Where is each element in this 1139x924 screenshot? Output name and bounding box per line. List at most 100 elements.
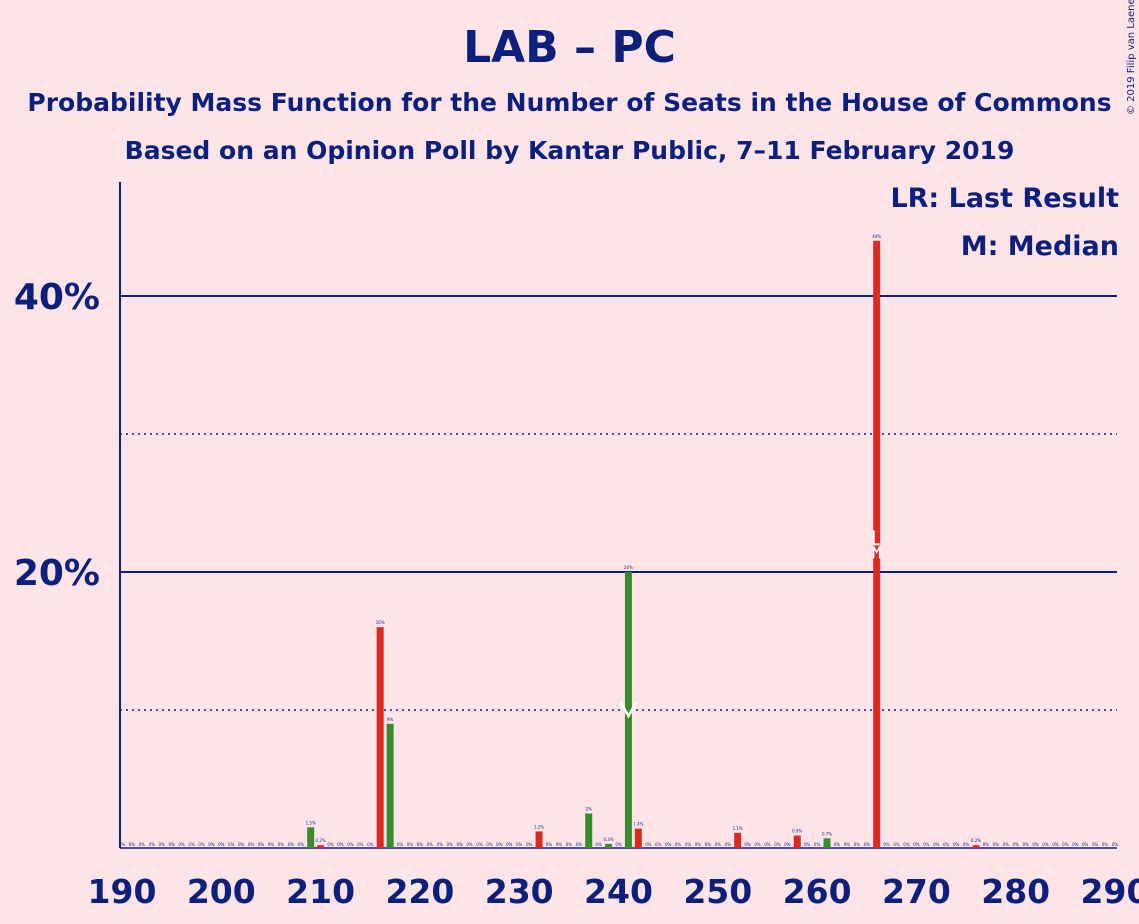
zero-label: 0%: [595, 842, 602, 847]
zero-label: 0%: [357, 842, 364, 847]
value-label: 1.5%: [306, 820, 316, 825]
zero-label: 0%: [754, 842, 761, 847]
zero-label: 0%: [943, 842, 950, 847]
zero-label: 0%: [139, 842, 146, 847]
zero-label: 0%: [655, 842, 662, 847]
bar-lab-216: [376, 627, 384, 848]
zero-label: 0%: [1062, 842, 1069, 847]
zero-label: 0%: [268, 842, 275, 847]
median-marker: [872, 546, 881, 559]
zero-label: 0%: [228, 842, 235, 847]
chart-subtitle-1: Probability Mass Function for the Number…: [27, 88, 1112, 117]
zero-label: 0%: [1042, 842, 1049, 847]
zero-label: 0%: [963, 842, 970, 847]
x-tick-label: 290: [1081, 872, 1139, 911]
zero-label: 0%: [218, 842, 225, 847]
bar-pc-209: [307, 827, 315, 848]
zero-label: 0%: [715, 842, 722, 847]
zero-label: 0%: [675, 842, 682, 847]
zero-label: 0%: [804, 842, 811, 847]
x-tick-label: 230: [485, 872, 554, 911]
bar-pc-241: [624, 572, 632, 848]
x-tick-label: 270: [882, 872, 951, 911]
bar-lab-210: [317, 845, 325, 848]
zero-label: 0%: [844, 842, 851, 847]
zero-label: 0%: [1052, 842, 1059, 847]
zero-label: 0%: [1112, 842, 1119, 847]
zero-label: 0%: [208, 842, 215, 847]
zero-label: 0%: [278, 842, 285, 847]
zero-label: 0%: [893, 842, 900, 847]
zero-label: 0%: [129, 842, 136, 847]
zero-label: 0%: [784, 842, 791, 847]
zero-label: 0%: [506, 842, 513, 847]
zero-label: 0%: [1022, 842, 1029, 847]
zero-label: 0%: [496, 842, 503, 847]
value-label: 1.1%: [733, 826, 743, 831]
x-tick-label: 210: [286, 872, 355, 911]
last-result-marker: [872, 530, 880, 546]
zero-label: 0%: [447, 842, 454, 847]
zero-label: 0%: [834, 842, 841, 847]
value-label: 44%: [872, 234, 881, 239]
zero-label: 0%: [854, 842, 861, 847]
zero-label: 0%: [288, 842, 295, 847]
zero-label: 0%: [923, 842, 930, 847]
bar-lab-232: [535, 831, 543, 848]
zero-label: 0%: [238, 842, 245, 847]
y-tick-label: 20%: [14, 553, 100, 594]
x-tick-label: 240: [584, 872, 653, 911]
value-label: 0.7%: [822, 831, 832, 836]
value-label: 1.2%: [534, 824, 544, 829]
x-tick-label: 200: [187, 872, 256, 911]
zero-label: 0%: [983, 842, 990, 847]
legend-last-result: LR: Last Result: [890, 183, 1119, 214]
y-tick-label: 40%: [14, 277, 100, 318]
zero-label: 0%: [774, 842, 781, 847]
zero-label: 0%: [516, 842, 523, 847]
zero-label: 0%: [556, 842, 563, 847]
zero-label: 0%: [566, 842, 573, 847]
zero-label: 0%: [159, 842, 166, 847]
zero-label: 0%: [913, 842, 920, 847]
zero-label: 0%: [903, 842, 910, 847]
zero-label: 0%: [883, 842, 890, 847]
zero-label: 0%: [953, 842, 960, 847]
zero-label: 0%: [744, 842, 751, 847]
value-label: 0.9%: [792, 829, 802, 834]
zero-label: 0%: [456, 842, 463, 847]
value-label: 0.3%: [603, 837, 613, 842]
legend-median: M: Median: [960, 231, 1119, 262]
zero-label: 0%: [645, 842, 652, 847]
zero-label: 0%: [764, 842, 771, 847]
bar-pc-239: [605, 843, 613, 848]
bar-lab-252: [734, 832, 742, 848]
zero-label: 0%: [198, 842, 205, 847]
bar-pc-237: [585, 813, 593, 848]
zero-label: 0%: [149, 842, 156, 847]
zero-label: 0%: [168, 842, 175, 847]
value-label: 16%: [376, 620, 385, 625]
zero-label: 0%: [1082, 842, 1089, 847]
chart-title: LAB – PC: [463, 22, 676, 73]
bar-lab-242: [634, 828, 642, 848]
value-label: 20%: [624, 565, 633, 570]
zero-label: 0%: [347, 842, 354, 847]
zero-label: 0%: [1013, 842, 1020, 847]
zero-label: 0%: [486, 842, 493, 847]
zero-label: 0%: [417, 842, 424, 847]
zero-label: 0%: [705, 842, 712, 847]
zero-label: 0%: [466, 842, 473, 847]
zero-label: 0%: [298, 842, 305, 847]
zero-label: 0%: [119, 842, 126, 847]
zero-label: 0%: [397, 842, 404, 847]
zero-label: 0%: [1003, 842, 1010, 847]
x-tick-label: 250: [683, 872, 752, 911]
median-marker: [619, 701, 638, 719]
zero-label: 0%: [864, 842, 871, 847]
x-tick-label: 220: [385, 872, 454, 911]
zero-label: 0%: [665, 842, 672, 847]
zero-label: 0%: [188, 842, 195, 847]
zero-label: 0%: [476, 842, 483, 847]
value-label: 2%: [586, 807, 593, 812]
